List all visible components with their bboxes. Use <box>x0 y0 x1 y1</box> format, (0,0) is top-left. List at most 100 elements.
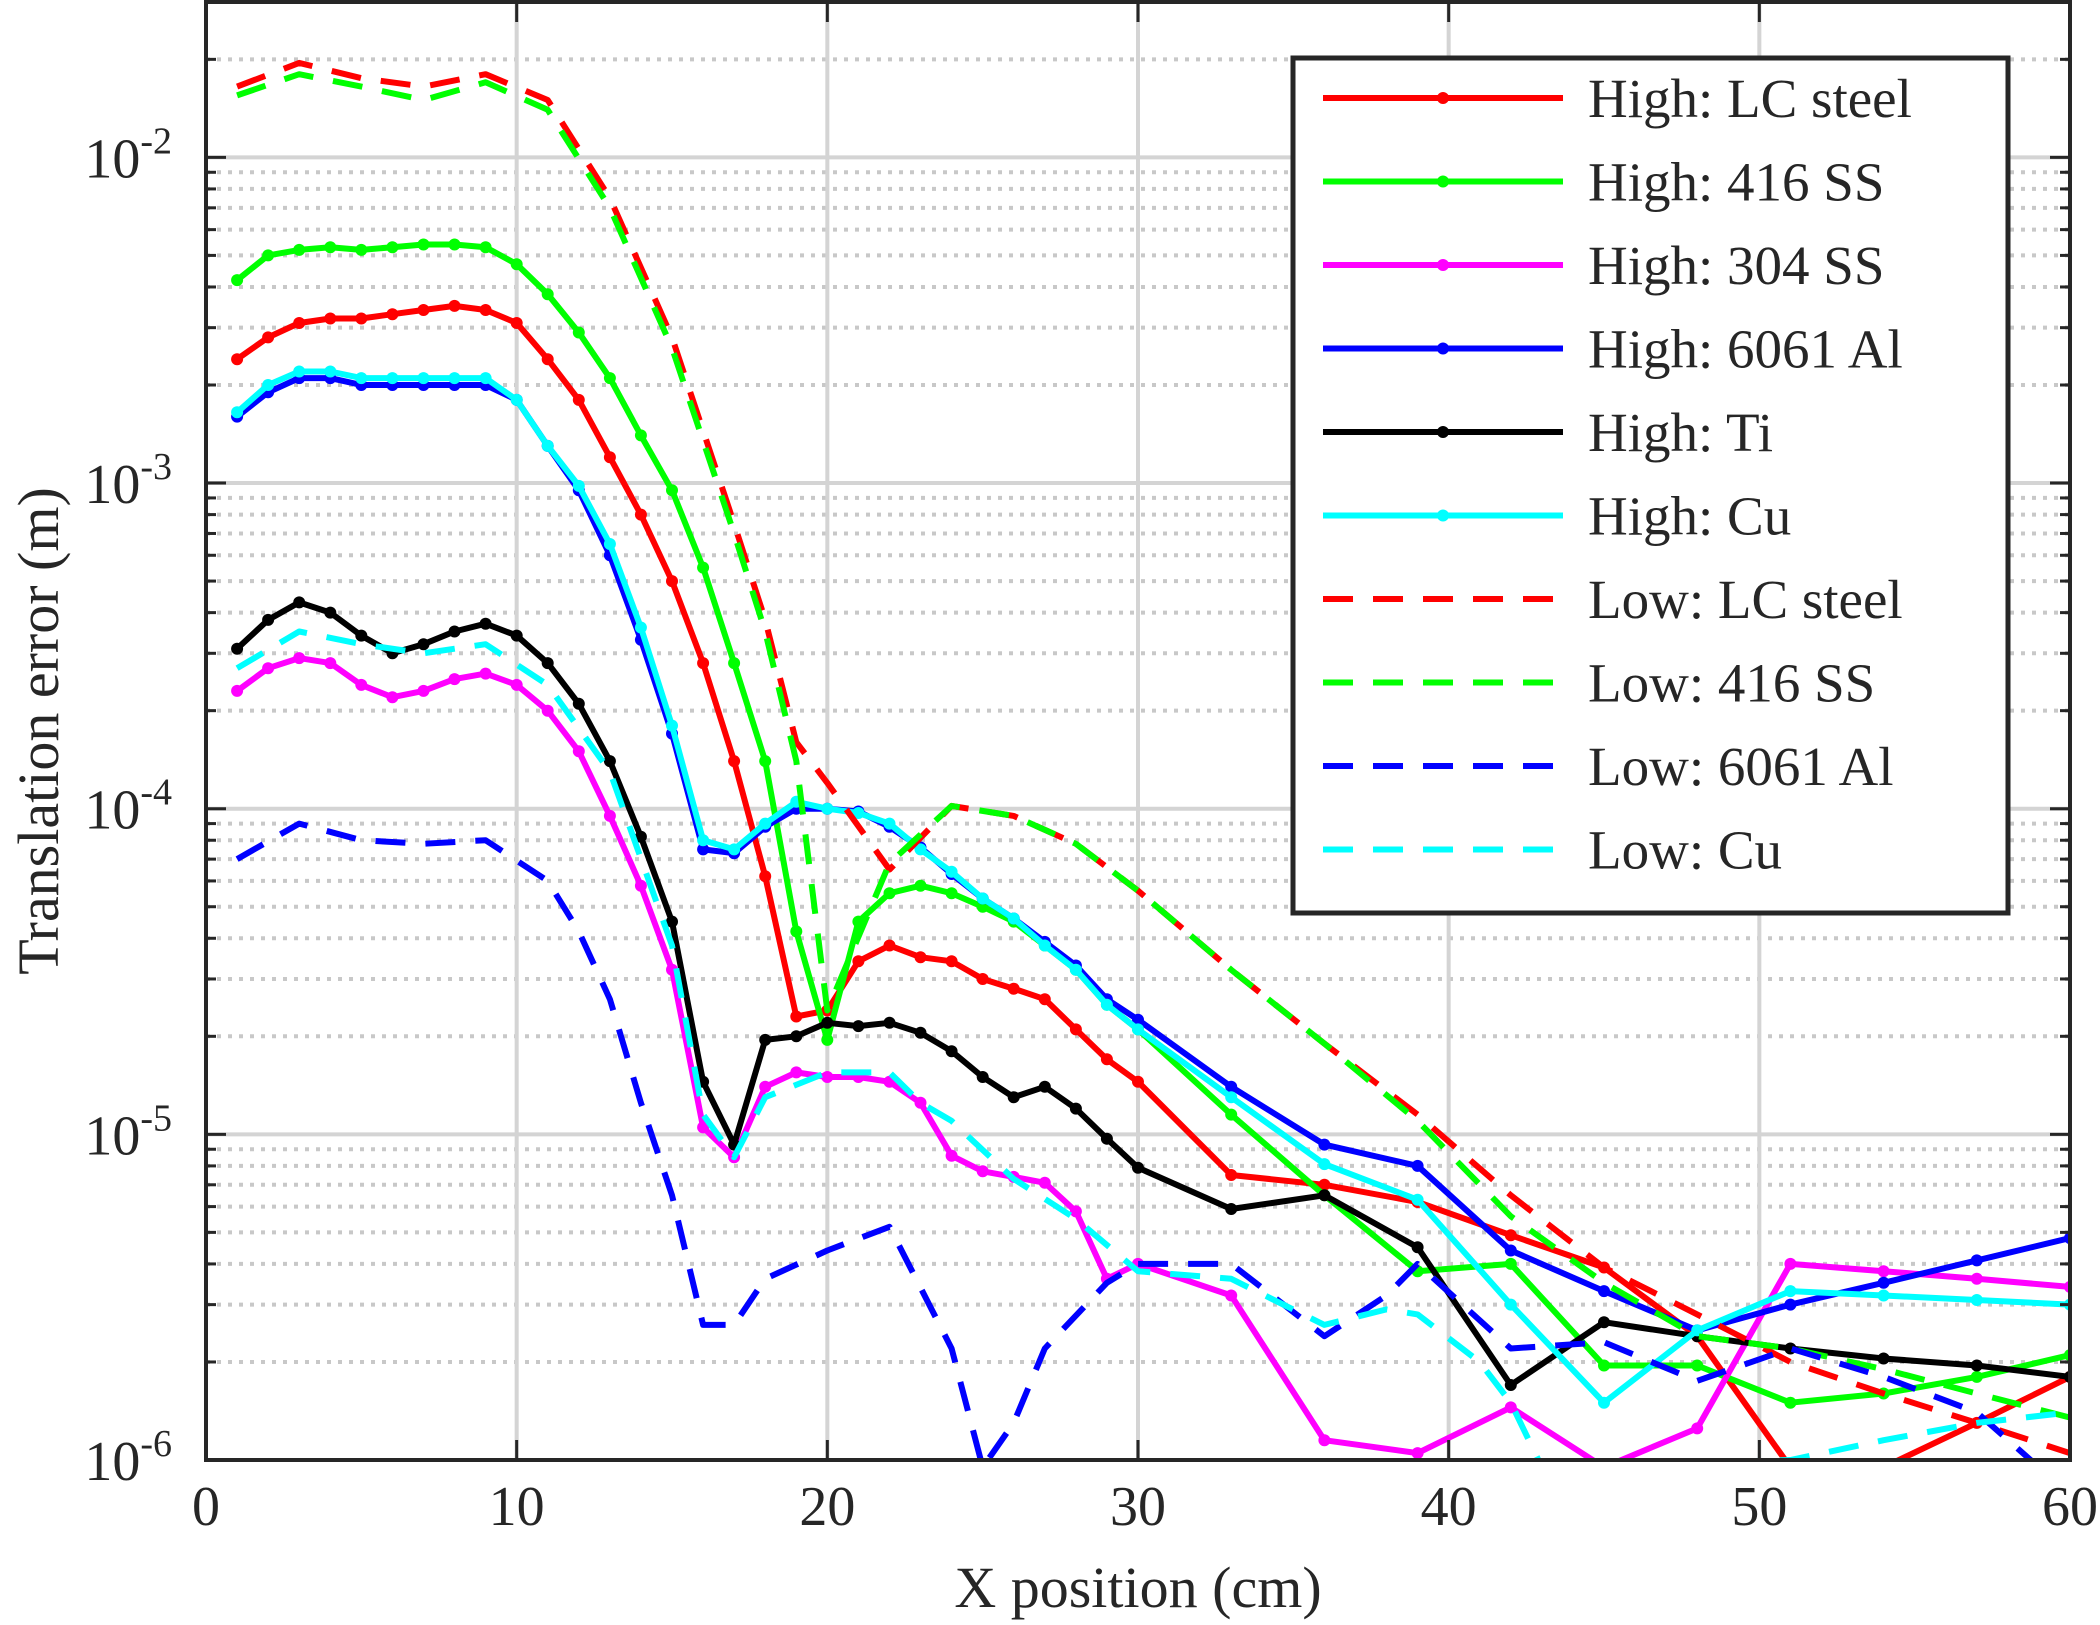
data-point <box>1069 963 1082 976</box>
data-point <box>666 484 678 497</box>
data-point <box>262 249 275 262</box>
series-line <box>235 820 2036 1460</box>
data-point <box>945 1149 958 1162</box>
y-tick-label: 10-4 <box>84 772 172 842</box>
data-point <box>1007 912 1020 925</box>
data-point <box>572 745 585 758</box>
data-point <box>914 843 927 856</box>
data-point <box>1132 1075 1144 1088</box>
data-point <box>479 667 492 680</box>
data-point <box>1100 1053 1113 1066</box>
data-point <box>634 879 647 892</box>
data-point <box>666 575 678 588</box>
legend-entry: Low: LC steel <box>1588 569 1903 630</box>
data-point <box>821 1071 834 1083</box>
data-point <box>1318 1189 1331 1202</box>
data-point <box>976 892 989 905</box>
x-tick-label: 20 <box>799 1476 855 1538</box>
data-point <box>1784 1298 1797 1311</box>
data-point <box>728 843 741 856</box>
data-point <box>1598 1396 1610 1409</box>
data-point <box>293 596 306 609</box>
data-point <box>759 755 772 768</box>
data-point <box>1504 1244 1517 1257</box>
data-point <box>1784 1396 1797 1409</box>
data-point <box>634 508 647 521</box>
data-point <box>541 657 554 670</box>
data-point <box>355 372 368 385</box>
data-point <box>697 561 710 574</box>
data-point <box>976 973 989 985</box>
data-point <box>355 243 368 256</box>
data-point <box>510 393 523 406</box>
data-point <box>355 312 368 325</box>
x-tick-label: 30 <box>1110 1476 1166 1538</box>
data-point <box>324 312 337 325</box>
data-point <box>1691 1324 1704 1337</box>
data-point <box>510 258 523 271</box>
data-point <box>1038 1176 1051 1189</box>
data-point <box>1069 1023 1082 1036</box>
data-point <box>479 617 492 630</box>
data-point <box>1069 1102 1082 1115</box>
data-point <box>324 606 337 619</box>
data-point <box>1970 1294 1983 1306</box>
data-point <box>1598 1359 1610 1372</box>
data-point <box>1132 1023 1144 1036</box>
legend-entry: Low: 416 SS <box>1588 653 1875 714</box>
data-point <box>603 538 616 550</box>
data-point <box>324 365 337 378</box>
legend-marker <box>1437 259 1449 271</box>
y-axis-title: Translation error (m) <box>6 487 71 975</box>
data-point <box>976 1071 989 1083</box>
data-point <box>666 915 678 928</box>
data-point <box>603 451 616 464</box>
data-point <box>541 704 554 717</box>
data-point <box>1970 1272 1983 1285</box>
data-point <box>790 1010 803 1023</box>
data-point <box>759 1033 772 1046</box>
legend-marker <box>1437 426 1449 438</box>
data-point <box>1318 1178 1331 1191</box>
legend-entry: High: 6061 Al <box>1588 319 1903 380</box>
legend-entry: Low: 6061 Al <box>1588 736 1894 797</box>
data-point <box>386 691 399 704</box>
data-point <box>1038 939 1051 952</box>
data-point <box>293 317 306 329</box>
data-point <box>1877 1265 1890 1278</box>
data-point <box>697 657 710 670</box>
data-point <box>976 1165 989 1178</box>
data-point <box>1132 1161 1144 1174</box>
data-point <box>262 379 275 391</box>
data-point <box>603 809 616 822</box>
data-point <box>1225 1080 1238 1093</box>
data-point <box>293 243 306 256</box>
legend-entry: High: LC steel <box>1588 68 1912 129</box>
data-point <box>790 1066 803 1079</box>
data-point <box>697 843 710 856</box>
data-point <box>417 372 430 385</box>
data-point <box>821 1033 834 1046</box>
tick-layer: 10-6 10-5 10-4 10-3 10-2 0 10 20 30 40 50 60 <box>84 0 2098 1538</box>
data-point <box>728 755 741 768</box>
series-line <box>235 628 2070 1460</box>
data-point <box>231 353 244 366</box>
data-point <box>914 951 927 964</box>
data-point <box>510 317 523 329</box>
series-line <box>235 655 2070 1460</box>
data-point <box>417 304 430 316</box>
data-point <box>417 684 430 697</box>
legend-box <box>1290 55 2011 916</box>
data-point <box>1784 1461 1796 1473</box>
data-point <box>759 817 772 830</box>
data-point <box>417 238 430 251</box>
data-point <box>1970 1370 1983 1383</box>
legend-marker <box>1437 342 1449 355</box>
data-point <box>634 621 647 634</box>
data-point <box>759 870 772 883</box>
data-point <box>293 652 306 665</box>
data-point <box>1504 1401 1517 1414</box>
x-tick-label: 60 <box>2042 1476 2098 1538</box>
data-point <box>1225 1289 1238 1302</box>
